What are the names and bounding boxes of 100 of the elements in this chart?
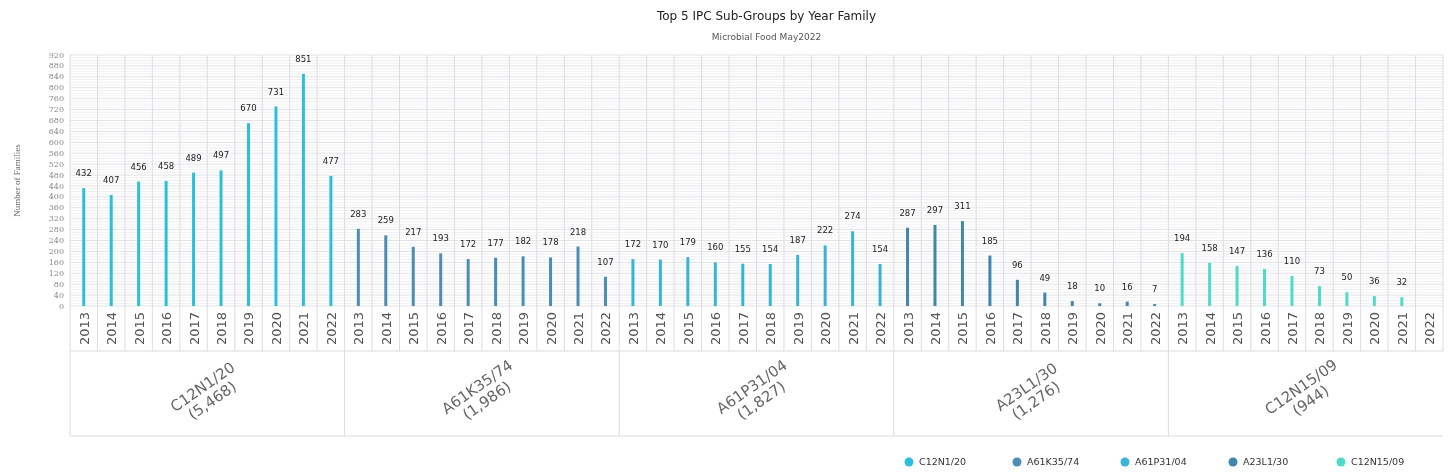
data-label: 731 xyxy=(267,86,285,97)
y-tick-label: 760 xyxy=(48,94,64,104)
x-tick-label: 2020 xyxy=(1367,312,1383,346)
bar xyxy=(384,235,388,306)
data-label: 259 xyxy=(377,215,394,226)
bar xyxy=(851,231,855,306)
x-tick-label: 2021 xyxy=(845,312,861,346)
x-tick-label: 2015 xyxy=(955,312,971,346)
bar xyxy=(713,262,717,306)
x-tick-label: 2021 xyxy=(296,312,312,346)
legend-label: A23L1/30 xyxy=(1243,456,1289,468)
bar xyxy=(768,263,772,306)
data-label: 179 xyxy=(679,237,696,248)
bar xyxy=(1263,268,1267,306)
y-tick-label: 0 xyxy=(58,301,64,311)
x-tick-label: 2016 xyxy=(433,312,449,346)
data-label: 178 xyxy=(542,237,559,248)
data-label: 458 xyxy=(157,161,175,172)
x-tick-label: 2020 xyxy=(1092,312,1108,346)
chart-title: Top 5 IPC Sub-Groups by Year Family xyxy=(655,9,877,23)
bar xyxy=(439,253,443,306)
bar xyxy=(1400,297,1404,306)
data-label: 172 xyxy=(624,239,642,250)
data-label: 218 xyxy=(569,226,587,237)
data-label: 110 xyxy=(1283,255,1301,266)
y-tick-label: 480 xyxy=(48,170,64,180)
data-label: 136 xyxy=(1256,248,1273,259)
x-tick-label: 2015 xyxy=(406,312,422,346)
data-label: 177 xyxy=(487,237,504,248)
data-label: 287 xyxy=(899,207,916,218)
bar xyxy=(1345,292,1349,306)
y-tick-label: 200 xyxy=(48,246,64,256)
x-tick-label: 2017 xyxy=(186,312,202,346)
x-tick-label: 2019 xyxy=(516,312,532,346)
y-tick-label: 120 xyxy=(48,268,64,278)
data-label: 32 xyxy=(1396,277,1408,288)
y-tick-label: 920 xyxy=(48,50,64,60)
x-tick-label: 2013 xyxy=(1175,312,1191,346)
x-tick-label: 2014 xyxy=(104,312,120,346)
data-label: 73 xyxy=(1314,266,1325,277)
y-tick-label: 360 xyxy=(48,203,64,213)
y-tick-label: 720 xyxy=(48,105,64,115)
bar xyxy=(356,228,360,306)
bar xyxy=(988,255,992,306)
x-tick-label: 2013 xyxy=(351,312,367,346)
data-label: 185 xyxy=(981,235,999,246)
bar xyxy=(219,170,223,306)
x-tick-label: 2016 xyxy=(1257,312,1273,346)
x-tick-label: 2019 xyxy=(1339,312,1355,346)
data-label: 172 xyxy=(460,239,477,250)
x-tick-label: 2013 xyxy=(625,312,641,346)
x-tick-label: 2022 xyxy=(598,312,614,346)
bar xyxy=(466,259,470,306)
data-label: 432 xyxy=(75,168,92,179)
data-label: 456 xyxy=(130,161,147,172)
data-label: 7 xyxy=(1151,284,1158,295)
bar xyxy=(549,257,553,306)
data-label: 50 xyxy=(1341,272,1353,283)
bar xyxy=(960,221,964,306)
data-label: 96 xyxy=(1011,259,1023,270)
legend-label: C12N1/20 xyxy=(919,456,967,468)
x-tick-label: 2018 xyxy=(214,312,230,346)
x-tick-label: 2018 xyxy=(1312,312,1328,346)
data-label: 155 xyxy=(734,243,751,254)
y-tick-label: 640 xyxy=(48,126,64,136)
bar xyxy=(603,276,607,306)
x-tick-label: 2018 xyxy=(763,312,779,346)
x-tick-label: 2014 xyxy=(1202,312,1218,346)
x-tick-label: 2017 xyxy=(1284,312,1300,346)
bar xyxy=(1208,262,1212,306)
bar xyxy=(411,246,415,306)
bar xyxy=(494,257,498,306)
data-label: 36 xyxy=(1368,276,1380,287)
x-tick-label: 2016 xyxy=(708,312,724,346)
x-tick-label: 2017 xyxy=(1010,312,1026,346)
y-tick-label: 40 xyxy=(53,290,64,300)
data-label: 477 xyxy=(322,155,339,166)
bar xyxy=(246,123,250,306)
y-tick-label: 560 xyxy=(48,148,64,158)
x-tick-label: 2022 xyxy=(1422,312,1438,346)
data-label: 283 xyxy=(350,208,367,219)
data-label: 154 xyxy=(762,243,779,254)
y-tick-label: 800 xyxy=(48,83,64,93)
bar xyxy=(1180,253,1184,306)
data-label: 154 xyxy=(871,243,889,254)
bar xyxy=(933,224,937,306)
x-tick-label: 2017 xyxy=(735,312,751,346)
y-tick-label: 280 xyxy=(48,225,64,235)
y-tick-label: 400 xyxy=(48,192,64,202)
x-tick-label: 2022 xyxy=(873,312,889,346)
bar xyxy=(1070,301,1074,306)
x-tick-label: 2018 xyxy=(488,312,504,346)
data-label: 274 xyxy=(844,211,861,222)
x-tick-label: 2015 xyxy=(680,312,696,346)
data-label: 194 xyxy=(1174,233,1191,244)
data-label: 107 xyxy=(597,256,614,267)
bar xyxy=(1098,303,1102,306)
data-label: 851 xyxy=(295,53,312,64)
legend-label: A61P31/04 xyxy=(1135,456,1187,468)
bar xyxy=(274,106,278,306)
